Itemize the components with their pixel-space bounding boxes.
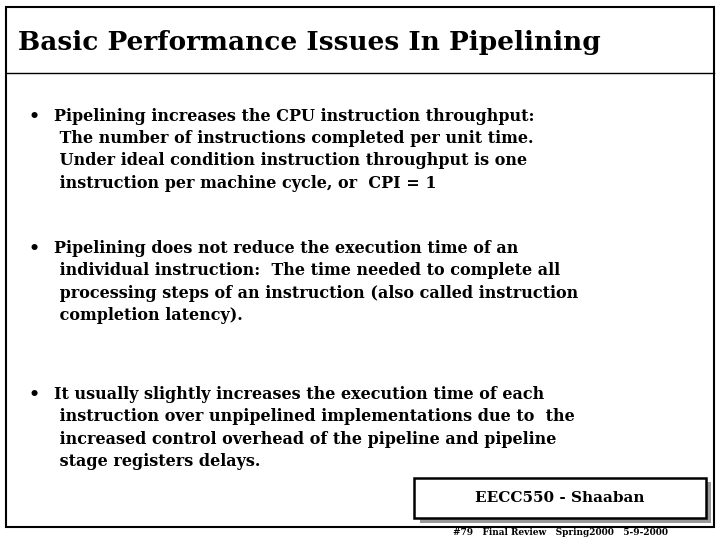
Text: #79   Final Review   Spring2000   5-9-2000: #79 Final Review Spring2000 5-9-2000 xyxy=(453,528,667,537)
Text: It usually slightly increases the execution time of each
 instruction over unpip: It usually slightly increases the execut… xyxy=(54,386,575,470)
Text: •: • xyxy=(29,386,40,403)
Bar xyxy=(420,482,711,523)
Text: Basic Performance Issues In Pipelining: Basic Performance Issues In Pipelining xyxy=(18,30,600,55)
Text: EECC550 - Shaaban: EECC550 - Shaaban xyxy=(475,491,645,505)
Text: Pipelining does not reduce the execution time of an
 individual instruction:  Th: Pipelining does not reduce the execution… xyxy=(54,240,578,324)
Text: •: • xyxy=(29,108,40,125)
Text: Pipelining increases the CPU instruction throughput:
 The number of instructions: Pipelining increases the CPU instruction… xyxy=(54,108,534,192)
Bar xyxy=(414,478,706,518)
Text: •: • xyxy=(29,240,40,257)
